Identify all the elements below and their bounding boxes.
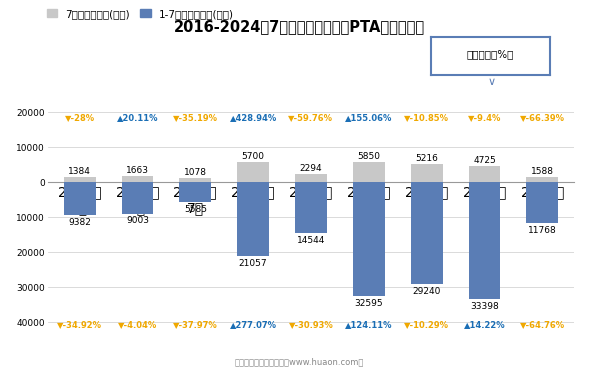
Legend: 7月期货成交量(万手), 1-7月期货成交量(万手): 7月期货成交量(万手), 1-7月期货成交量(万手) <box>42 4 239 23</box>
Text: ▼-66.39%: ▼-66.39% <box>520 113 565 122</box>
Text: 33398: 33398 <box>470 302 499 311</box>
Text: 1588: 1588 <box>531 166 554 175</box>
Text: ▲155.06%: ▲155.06% <box>345 113 392 122</box>
Text: ▼-10.85%: ▼-10.85% <box>404 113 449 122</box>
Text: ▲277.07%: ▲277.07% <box>230 321 277 329</box>
Text: 制图：华经产业研究院（www.huaon.com）: 制图：华经产业研究院（www.huaon.com） <box>234 358 364 367</box>
Bar <box>469 182 501 299</box>
Text: 5585: 5585 <box>184 205 207 214</box>
Text: ▼-30.93%: ▼-30.93% <box>289 321 333 329</box>
Text: 14544: 14544 <box>297 236 325 245</box>
Text: ▼-59.76%: ▼-59.76% <box>288 113 334 122</box>
Text: 2016-2024年7月郑州商品交易所PTA期货成交量: 2016-2024年7月郑州商品交易所PTA期货成交量 <box>173 19 425 34</box>
Text: ▼-4.04%: ▼-4.04% <box>118 321 157 329</box>
Bar <box>237 182 269 256</box>
Text: ▼-64.76%: ▼-64.76% <box>520 321 565 329</box>
Text: ▼-37.97%: ▼-37.97% <box>173 321 218 329</box>
Text: ▲428.94%: ▲428.94% <box>230 113 277 122</box>
Text: 5216: 5216 <box>415 154 438 163</box>
Bar <box>353 162 385 182</box>
Bar <box>526 177 558 182</box>
Text: 32595: 32595 <box>355 299 383 308</box>
Text: ▼-28%: ▼-28% <box>65 113 94 122</box>
Text: 5850: 5850 <box>357 152 380 161</box>
Bar <box>64 182 96 215</box>
Bar <box>179 182 211 202</box>
Bar <box>353 182 385 296</box>
Text: 29240: 29240 <box>413 287 441 296</box>
Text: 同比增速（%）: 同比增速（%） <box>466 49 514 59</box>
Text: ▼-9.4%: ▼-9.4% <box>468 113 501 122</box>
Bar <box>469 166 501 182</box>
Text: 11768: 11768 <box>528 226 557 235</box>
Text: 4725: 4725 <box>473 156 496 165</box>
Text: ▼-35.19%: ▼-35.19% <box>173 113 218 122</box>
Bar <box>121 177 153 182</box>
Bar <box>121 182 153 214</box>
Bar <box>295 182 327 233</box>
Bar <box>295 174 327 182</box>
Text: 2294: 2294 <box>300 164 322 173</box>
Text: ∨: ∨ <box>487 77 496 87</box>
Text: ▲14.22%: ▲14.22% <box>463 321 505 329</box>
Text: ▲20.11%: ▲20.11% <box>117 113 158 122</box>
Text: 21057: 21057 <box>239 259 267 268</box>
Text: ▲124.11%: ▲124.11% <box>345 321 392 329</box>
Bar <box>64 177 96 182</box>
Text: 9382: 9382 <box>68 218 91 227</box>
Bar <box>411 182 443 285</box>
Text: 1078: 1078 <box>184 168 207 177</box>
Bar <box>526 182 558 223</box>
Bar <box>179 178 211 182</box>
Bar <box>411 164 443 182</box>
Text: 1384: 1384 <box>68 167 91 176</box>
Text: 1663: 1663 <box>126 166 149 175</box>
Bar <box>237 162 269 182</box>
Text: 9003: 9003 <box>126 217 149 226</box>
Text: ▼-10.29%: ▼-10.29% <box>404 321 449 329</box>
Text: ▼-34.92%: ▼-34.92% <box>57 321 102 329</box>
Text: 5700: 5700 <box>242 152 265 161</box>
